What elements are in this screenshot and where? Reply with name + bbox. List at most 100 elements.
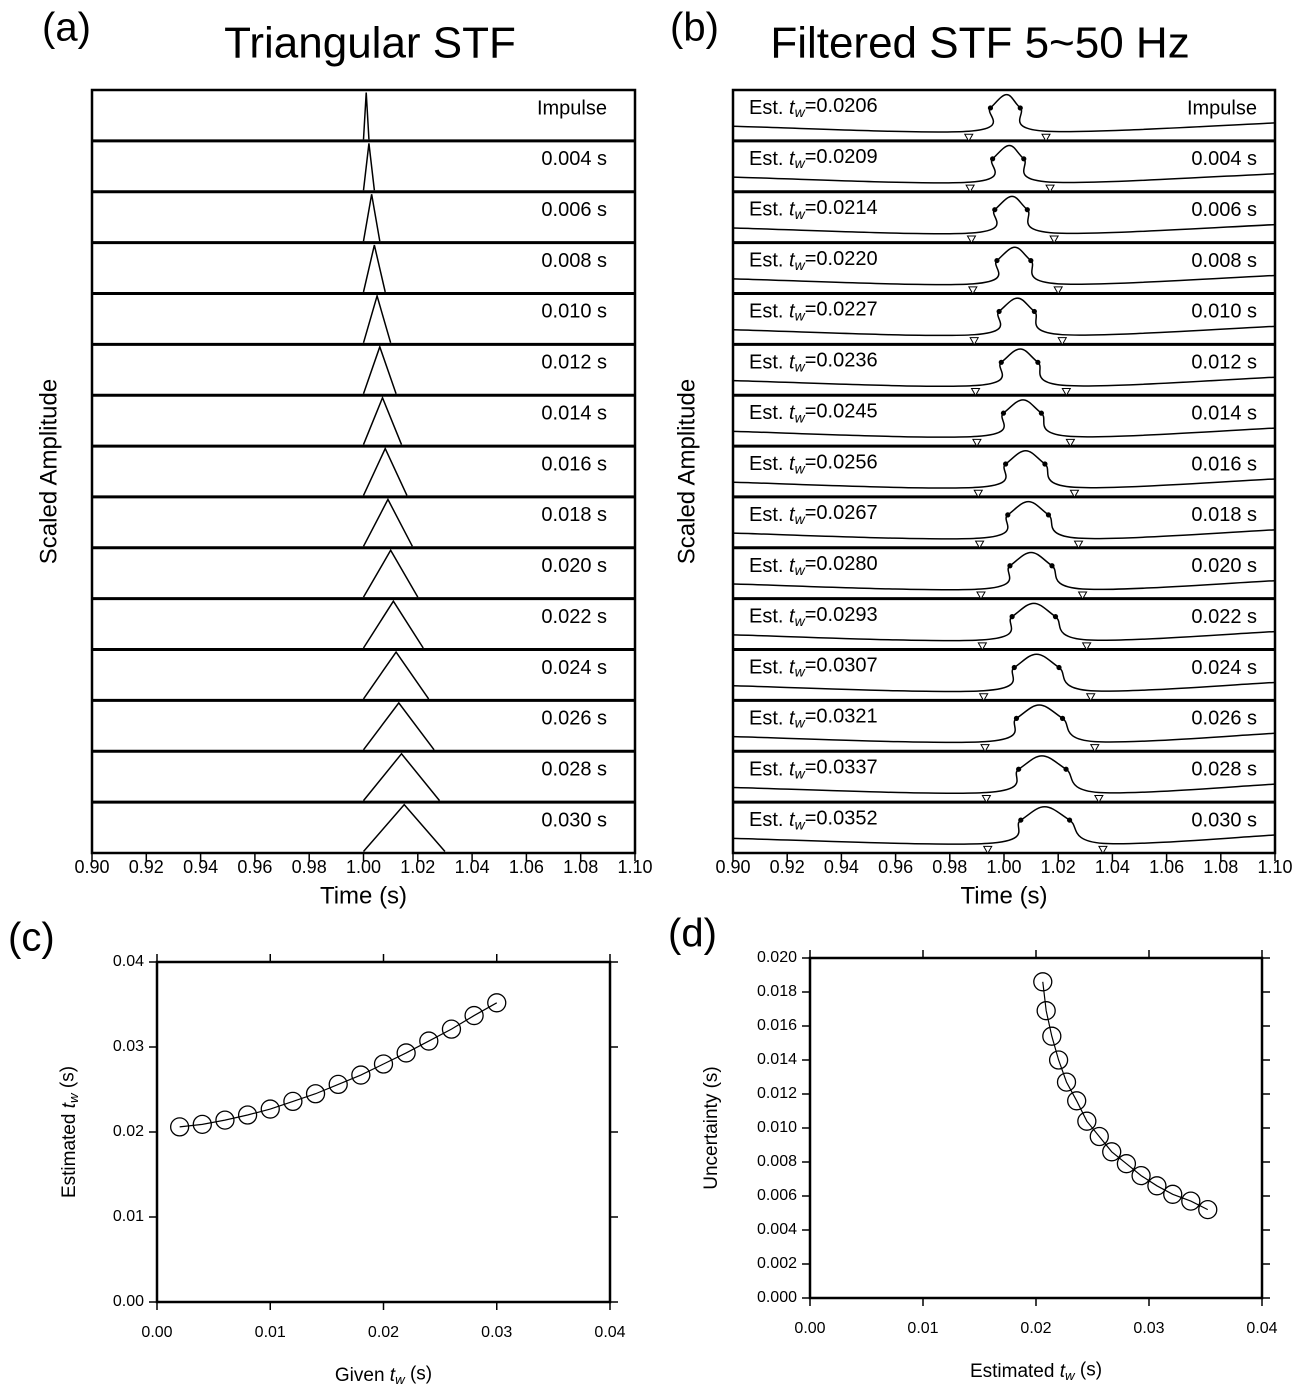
y-tick-label: 0.03: [113, 1038, 144, 1055]
trough-marker: [978, 693, 989, 702]
label-part: Est.: [749, 708, 789, 730]
estimate-value: 0.0227: [816, 299, 877, 321]
row-label: 0.020 s: [1191, 555, 1257, 577]
half-amplitude-dot: [987, 105, 994, 111]
label-part: =: [805, 502, 817, 524]
label-part: t: [789, 809, 796, 831]
data-point: [351, 1065, 371, 1085]
filtered-stf: [732, 93, 1276, 133]
row-label: 0.024 s: [541, 657, 607, 679]
trough-marker: [1049, 235, 1060, 244]
data-point: [464, 1005, 484, 1026]
estimate-value: 0.0267: [816, 502, 877, 524]
filtered-stf: [732, 806, 1276, 845]
estimate-value: 0.0256: [816, 452, 877, 474]
trough-marker: [967, 286, 978, 295]
label-part: t: [789, 606, 796, 628]
trough-marker: [1061, 388, 1072, 397]
y-axis-label: Scaled Amplitude: [35, 379, 62, 564]
half-amplitude-dot: [1028, 257, 1034, 264]
estimate-label: Est. tw=0.0236: [749, 350, 878, 374]
x-tick-label: 1.06: [1149, 857, 1184, 877]
x-tick-label: 0.00: [794, 1320, 825, 1337]
y-tick-label: 0.00: [113, 1293, 144, 1310]
row-label: 0.028 s: [1191, 759, 1257, 781]
label-part: w: [395, 1372, 406, 1387]
label-part: Est.: [749, 352, 789, 374]
data-point: [1102, 1142, 1122, 1162]
label-part: =: [805, 401, 817, 423]
filtered-stf: [732, 500, 1276, 540]
label-part: w: [795, 155, 806, 171]
x-tick-label: 0.98: [932, 857, 967, 877]
x-tick-label: 0.96: [237, 857, 272, 877]
label-part: w: [795, 562, 806, 578]
triangle-stf: [362, 803, 446, 852]
y-axis-label: Scaled Amplitude: [673, 379, 700, 564]
x-tick-label: 0.98: [292, 857, 327, 877]
data-point: [1067, 1091, 1087, 1111]
triangle-stf: [362, 143, 376, 191]
data-point: [1181, 1191, 1201, 1211]
row-label: 0.016 s: [1191, 453, 1257, 475]
label-part: (s): [57, 1066, 78, 1093]
estimate-value: 0.0209: [816, 146, 877, 168]
trough-marker: [1053, 286, 1064, 295]
half-amplitude-dot: [1056, 664, 1062, 671]
row-label: 0.018 s: [1191, 504, 1257, 526]
label-part: Est.: [749, 402, 789, 424]
row-label: 0.008 s: [1191, 250, 1257, 272]
x-tick-label: 1.02: [1041, 857, 1076, 877]
filtered-stf: [732, 755, 1276, 794]
x-axis-label: Time (s): [960, 882, 1047, 909]
triangle-stf: [362, 446, 408, 496]
label-part: t: [789, 504, 796, 526]
estimate-label: Est. tw=0.0352: [749, 808, 878, 832]
x-tick-label: 0.03: [481, 1324, 512, 1341]
label-part: t: [789, 759, 796, 781]
data-point: [396, 1043, 416, 1063]
x-tick-label: 0.02: [368, 1324, 399, 1341]
x-axis-label: Estimated tw (s): [970, 1359, 1102, 1382]
label-part: =: [805, 197, 817, 219]
data-point: [328, 1074, 348, 1095]
half-amplitude-dot: [1018, 817, 1024, 823]
y-tick-label: 0.004: [757, 1221, 797, 1238]
trough-marker: [974, 540, 985, 550]
filtered-stf: [732, 704, 1276, 744]
x-tick-label: 0.01: [255, 1324, 286, 1341]
label-part: =: [805, 95, 817, 117]
row-label: 0.022 s: [541, 606, 607, 628]
trough-marker: [980, 744, 990, 753]
estimate-value: 0.0307: [816, 655, 877, 677]
triangle-stf: [362, 194, 381, 242]
label-part: t: [390, 1365, 396, 1386]
label-part: w: [1065, 1368, 1076, 1383]
data-point: [169, 1117, 190, 1137]
data-point: [487, 993, 507, 1013]
x-tick-label: 1.04: [455, 857, 490, 877]
trough-marker: [969, 337, 980, 346]
estimate-value: 0.0236: [816, 350, 877, 372]
row-label: 0.026 s: [1191, 708, 1257, 730]
label-part: t: [789, 555, 796, 577]
trough-marker: [1045, 184, 1055, 194]
row-label: Impulse: [1187, 97, 1257, 119]
label-part: Est.: [749, 97, 789, 119]
label-part: w: [795, 714, 806, 730]
label-part: (s): [405, 1363, 432, 1384]
data-point: [1163, 1184, 1183, 1204]
label-part: Est.: [749, 250, 789, 272]
data-point: [1077, 1111, 1097, 1131]
trough-marker: [976, 591, 986, 601]
x-tick-label: 1.04: [1095, 857, 1130, 877]
data-point: [283, 1091, 303, 1112]
row-label: 0.028 s: [541, 759, 607, 781]
data-point: [1042, 1026, 1062, 1046]
row-label: Impulse: [537, 97, 607, 119]
estimate-label: Est. tw=0.0214: [749, 197, 878, 221]
label-part: w: [795, 358, 806, 374]
row-label: 0.004 s: [541, 148, 607, 170]
half-amplitude-dot: [1005, 512, 1011, 518]
